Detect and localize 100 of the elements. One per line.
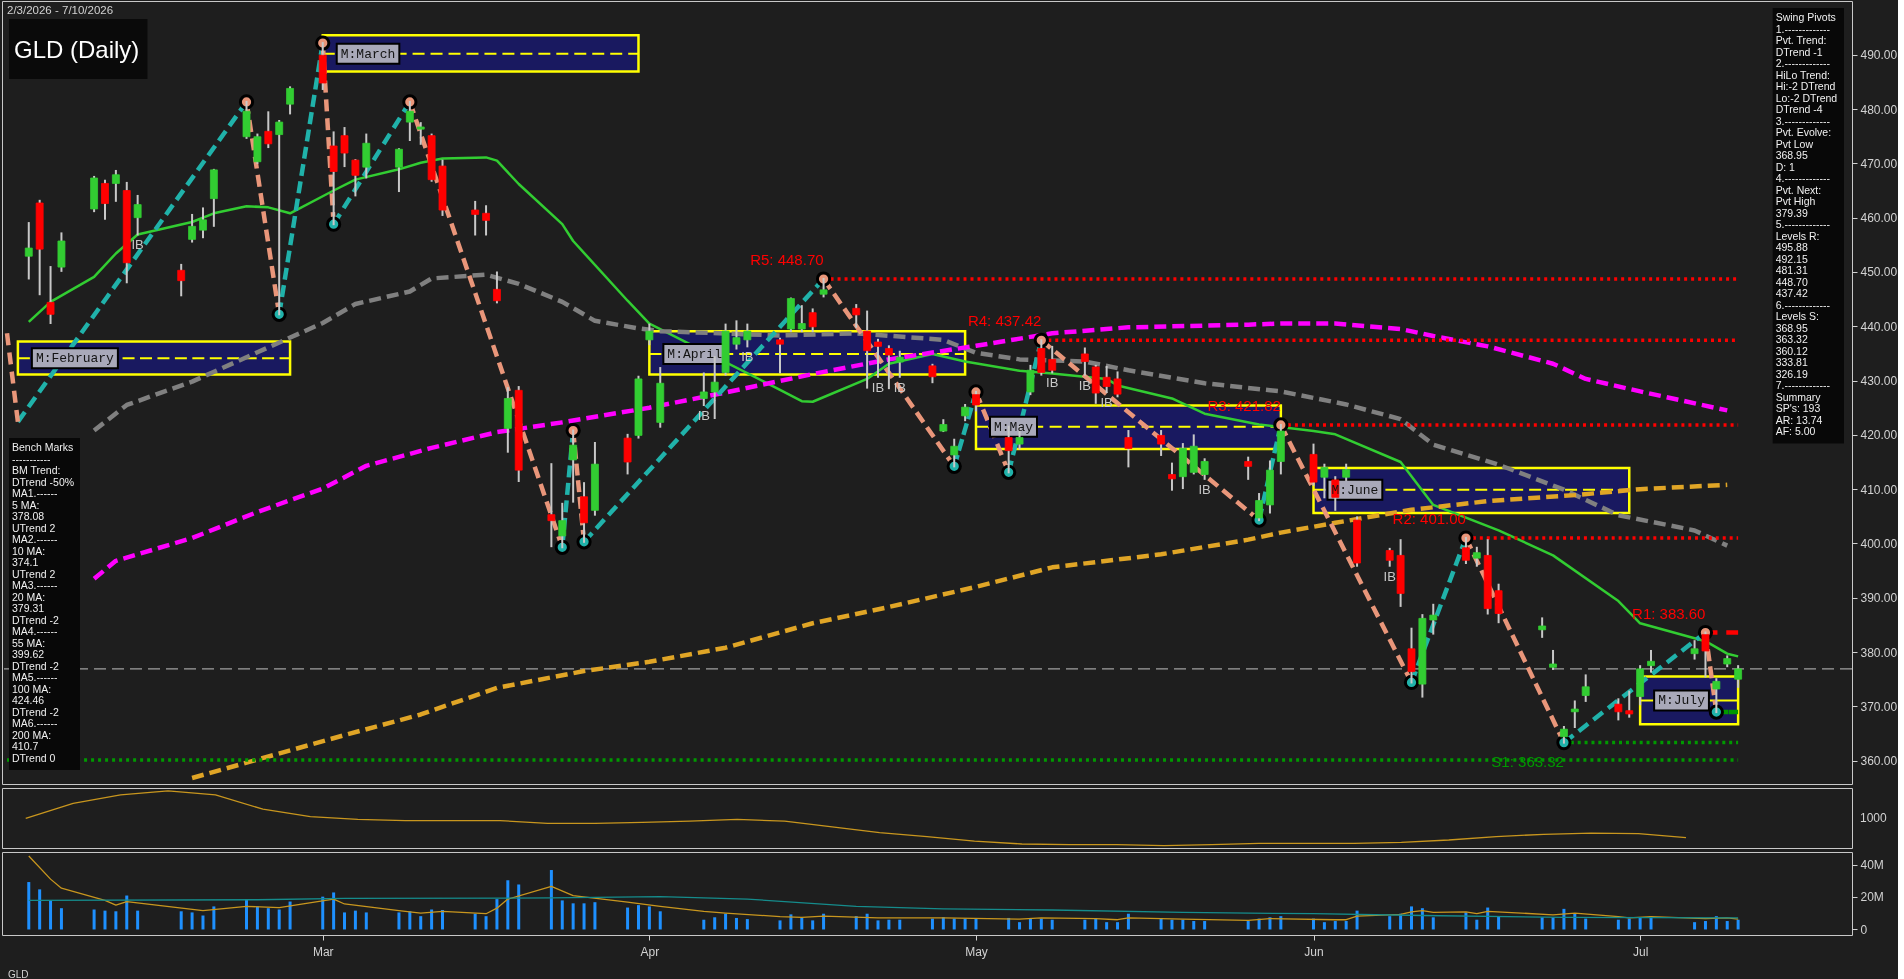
bar — [59, 908, 63, 930]
candlestick — [340, 127, 349, 168]
candlestick — [111, 169, 120, 202]
candlestick — [1538, 617, 1547, 638]
candlestick — [1734, 665, 1743, 688]
bar — [430, 909, 434, 930]
series-label: M:March — [340, 46, 396, 62]
candlestick — [884, 345, 893, 390]
y-tick-label: 460.00 — [1860, 211, 1898, 226]
bar — [364, 912, 368, 930]
bar — [626, 907, 630, 930]
bar — [179, 911, 183, 930]
bar — [332, 892, 336, 930]
bar — [1388, 916, 1392, 930]
candlestick — [797, 305, 806, 333]
annotation: IB — [1198, 481, 1211, 497]
y-tick-label: 0 — [1860, 922, 1868, 937]
candlestick — [199, 207, 207, 239]
bar — [201, 915, 205, 930]
bar — [1105, 922, 1109, 930]
candlestick — [1570, 700, 1579, 728]
y-tick-label: 430.00 — [1860, 374, 1898, 389]
bar — [1497, 916, 1501, 930]
y-tick-label: 20M — [1860, 890, 1884, 905]
annotation: IB — [131, 237, 144, 253]
candlestick — [1320, 463, 1329, 499]
bar — [212, 906, 216, 930]
bar — [321, 896, 325, 930]
candlestick — [286, 86, 294, 115]
bar — [549, 870, 553, 930]
x-tick-label: Jun — [1304, 944, 1324, 959]
candlestick — [1494, 583, 1503, 624]
candlestick — [1712, 678, 1721, 714]
bar — [952, 918, 956, 930]
text: 1000 — [1860, 811, 1888, 825]
candlestick — [623, 433, 632, 475]
candlestick — [1647, 649, 1655, 673]
bar — [702, 919, 706, 930]
bar — [713, 917, 717, 930]
bar — [27, 882, 31, 930]
candlestick — [1080, 347, 1089, 376]
y-tick-label: 360.00 — [1860, 754, 1898, 769]
bar — [1627, 918, 1631, 930]
bar — [1094, 918, 1098, 930]
candlestick — [1157, 430, 1165, 456]
series-label: R1: 383.60 — [1632, 604, 1706, 622]
bar — [1703, 921, 1707, 930]
bar — [582, 903, 586, 930]
candlestick — [1113, 371, 1122, 398]
candlestick — [482, 205, 490, 236]
candlestick — [133, 194, 142, 236]
candlestick — [1048, 345, 1057, 374]
series-label: M:April — [667, 346, 723, 362]
candlestick — [1244, 456, 1253, 480]
candlestick — [569, 429, 578, 503]
candlestick — [471, 200, 480, 236]
candlestick — [1124, 430, 1133, 468]
annotation: IB — [893, 379, 906, 395]
candlestick — [874, 338, 882, 378]
bar — [1170, 919, 1174, 930]
y-tick-label: 410.00 — [1860, 482, 1898, 497]
candlestick — [732, 320, 741, 350]
bar — [1246, 921, 1250, 930]
annotation: IB — [697, 407, 710, 423]
candlestick — [1168, 462, 1176, 491]
candlestick — [1581, 674, 1590, 702]
bar — [255, 906, 259, 930]
line-series — [28, 896, 1739, 919]
chart-subtitle: 2/3/2026 - 7/10/2026 — [7, 4, 114, 16]
bar — [1584, 918, 1588, 930]
candlestick — [1102, 365, 1111, 393]
bar — [887, 919, 891, 930]
bar — [898, 919, 902, 930]
bar — [1159, 918, 1163, 930]
bar — [38, 889, 42, 930]
bar — [854, 916, 858, 930]
candlestick — [972, 390, 980, 412]
candlestick — [1701, 631, 1710, 678]
bar — [1279, 916, 1283, 930]
bar — [1333, 921, 1337, 930]
bar — [1736, 919, 1740, 930]
x-tick-label: Mar — [312, 944, 334, 959]
candlestick — [264, 111, 273, 149]
y-tick-label: 400.00 — [1860, 536, 1898, 551]
annotation: IB — [1046, 375, 1059, 391]
bar — [1181, 919, 1185, 930]
candlestick — [493, 271, 501, 304]
candlestick — [1200, 458, 1209, 480]
annotation: IB — [1078, 377, 1092, 393]
candlestick — [743, 323, 752, 348]
bar — [963, 918, 967, 930]
series-label: M:July — [1658, 693, 1706, 709]
candlestick — [1614, 698, 1623, 721]
bar — [1018, 922, 1022, 930]
bar — [397, 912, 401, 930]
bar — [419, 916, 423, 930]
y-tick-label: 490.00 — [1860, 48, 1898, 63]
bar — [778, 920, 782, 930]
bar — [800, 917, 804, 930]
bar — [266, 908, 270, 930]
